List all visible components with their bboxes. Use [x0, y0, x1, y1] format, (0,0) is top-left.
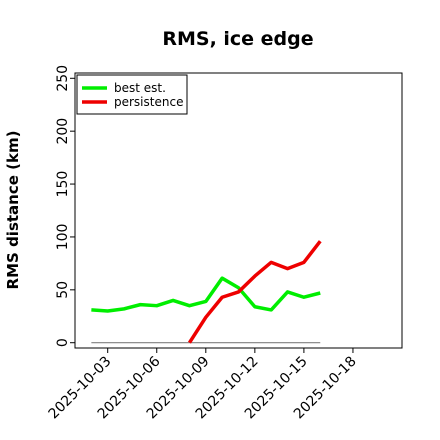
y-tick-label: 250 — [55, 65, 71, 92]
y-axis-label: RMS distance (km) — [4, 131, 22, 290]
y-tick-label: 150 — [55, 171, 71, 198]
series-line-1 — [187, 240, 322, 344]
legend-label-0: best est. — [114, 81, 166, 95]
y-tick-label: 0 — [55, 338, 71, 347]
series-line-0 — [91, 276, 321, 313]
legend-label-1: persistence — [114, 95, 183, 109]
axes-frame — [74, 72, 403, 349]
chart-title: RMS, ice edge — [162, 28, 313, 50]
legend-box — [76, 74, 188, 115]
plot-area: 0501001502002502025-10-032025-10-062025-… — [46, 65, 403, 422]
y-tick-label: 100 — [55, 224, 71, 251]
y-tick-label: 50 — [55, 281, 71, 299]
y-tick-label: 200 — [55, 118, 71, 145]
